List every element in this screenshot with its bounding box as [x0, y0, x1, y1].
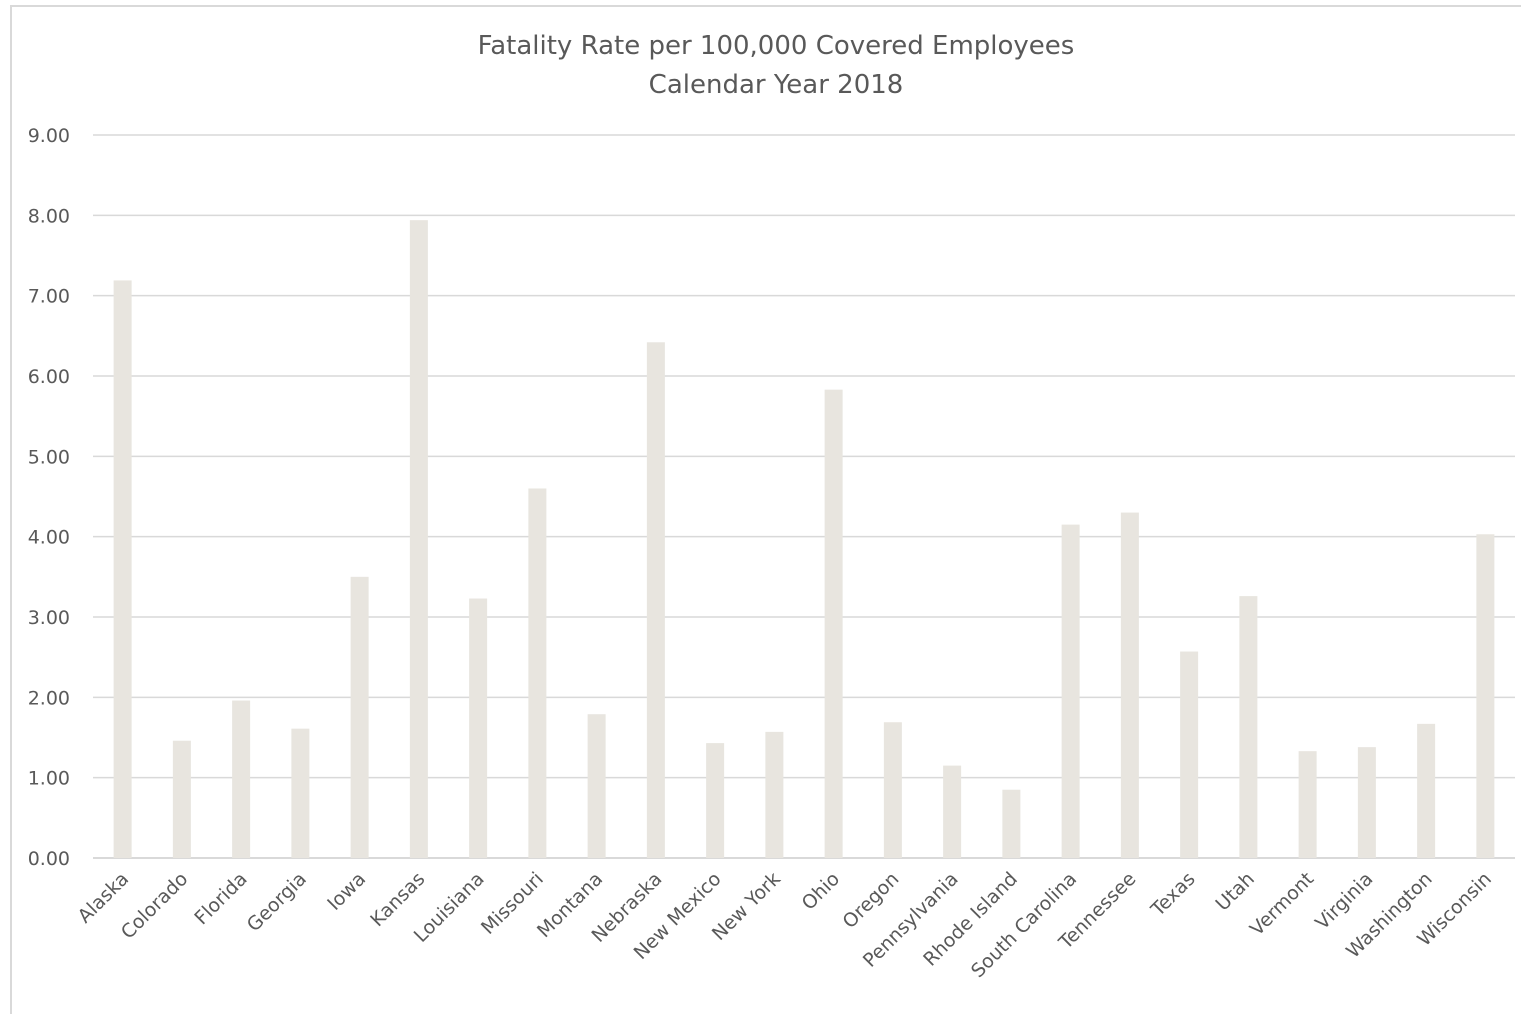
y-tick-label: 0.00 — [28, 848, 70, 870]
x-category-label: South Carolina — [967, 868, 1081, 982]
bar-montana — [587, 714, 606, 858]
x-category-label: Vermont — [1246, 868, 1318, 940]
bar-south-carolina — [1061, 524, 1080, 858]
y-tick-label: 8.00 — [28, 205, 70, 227]
x-category-label: Ohio — [798, 868, 845, 915]
y-tick-label: 3.00 — [28, 607, 70, 629]
y-tick-label: 1.00 — [28, 768, 70, 790]
chart-subtitle: Calendar Year 2018 — [649, 70, 904, 100]
bar-pennsylvania — [943, 765, 962, 858]
x-category-label: Georgia — [243, 868, 311, 936]
x-category-label: Texas — [1146, 868, 1199, 921]
bar-washington — [1417, 723, 1436, 858]
bar-nebraska — [646, 342, 665, 858]
bar-utah — [1239, 596, 1258, 858]
bar-ohio — [824, 389, 843, 858]
bars — [113, 220, 1495, 859]
bar-new-york — [765, 731, 784, 858]
bar-florida — [232, 700, 251, 858]
y-tick-label: 5.00 — [28, 446, 70, 468]
bar-louisiana — [469, 598, 488, 858]
chart-title: Fatality Rate per 100,000 Covered Employ… — [478, 31, 1075, 61]
bar-wisconsin — [1476, 534, 1495, 858]
y-tick-label: 6.00 — [28, 366, 70, 388]
y-tick-label: 7.00 — [28, 286, 70, 308]
bar-virginia — [1357, 747, 1376, 858]
y-tick-label: 2.00 — [28, 687, 70, 709]
bar-oregon — [883, 722, 902, 858]
bar-rhode-island — [1002, 789, 1021, 858]
bar-kansas — [409, 220, 428, 859]
x-category-label: Iowa — [323, 868, 370, 915]
y-tick-label: 4.00 — [28, 527, 70, 549]
bar-iowa — [350, 576, 369, 858]
bar-georgia — [291, 728, 310, 858]
bar-vermont — [1298, 751, 1317, 858]
gridlines — [93, 134, 1515, 859]
x-category-label: Utah — [1212, 868, 1259, 915]
bar-new-mexico — [706, 743, 725, 858]
y-tick-label: 9.00 — [28, 125, 70, 147]
bar-texas — [1180, 651, 1199, 858]
bar-missouri — [528, 488, 547, 858]
bar-tennessee — [1120, 512, 1139, 858]
bar-alaska — [113, 280, 132, 858]
y-axis-ticks: 0.00 1.00 2.00 3.00 4.00 5.00 6.00 7.00 8.00 9.00 — [28, 125, 70, 870]
x-category-label: Alaska — [74, 868, 133, 927]
bar-colorado — [172, 740, 191, 858]
